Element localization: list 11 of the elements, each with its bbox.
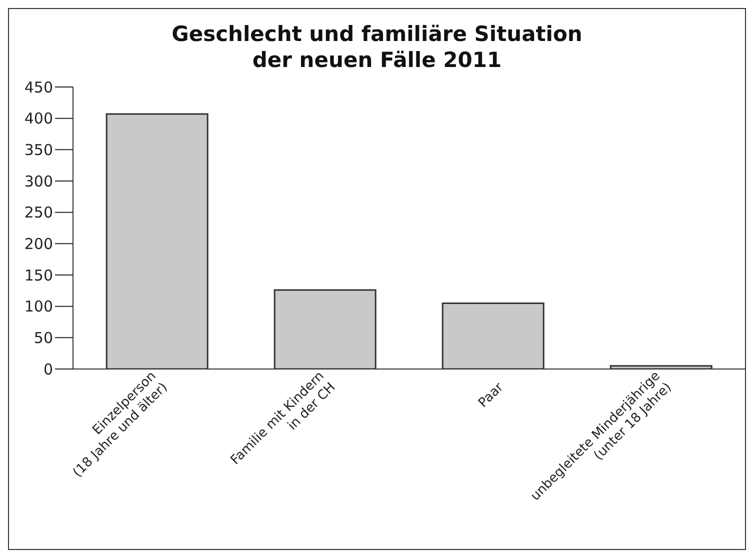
y-tick-label: 250 [24, 204, 53, 222]
y-tick-label: 50 [34, 328, 53, 347]
y-tick-label: 300 [24, 172, 53, 190]
y-tick-label: 0 [43, 360, 53, 378]
y-tick-label: 200 [24, 234, 53, 253]
chart-title: Geschlecht und familiäre Situation der neuen Fälle 2011 [170, 21, 584, 73]
y-tick-label: 400 [24, 110, 53, 128]
y-tick-label: 150 [24, 266, 53, 284]
y-tick-label: 100 [24, 298, 53, 316]
y-tick-label: 450 [24, 78, 53, 96]
y-tick-label: 350 [24, 140, 53, 159]
